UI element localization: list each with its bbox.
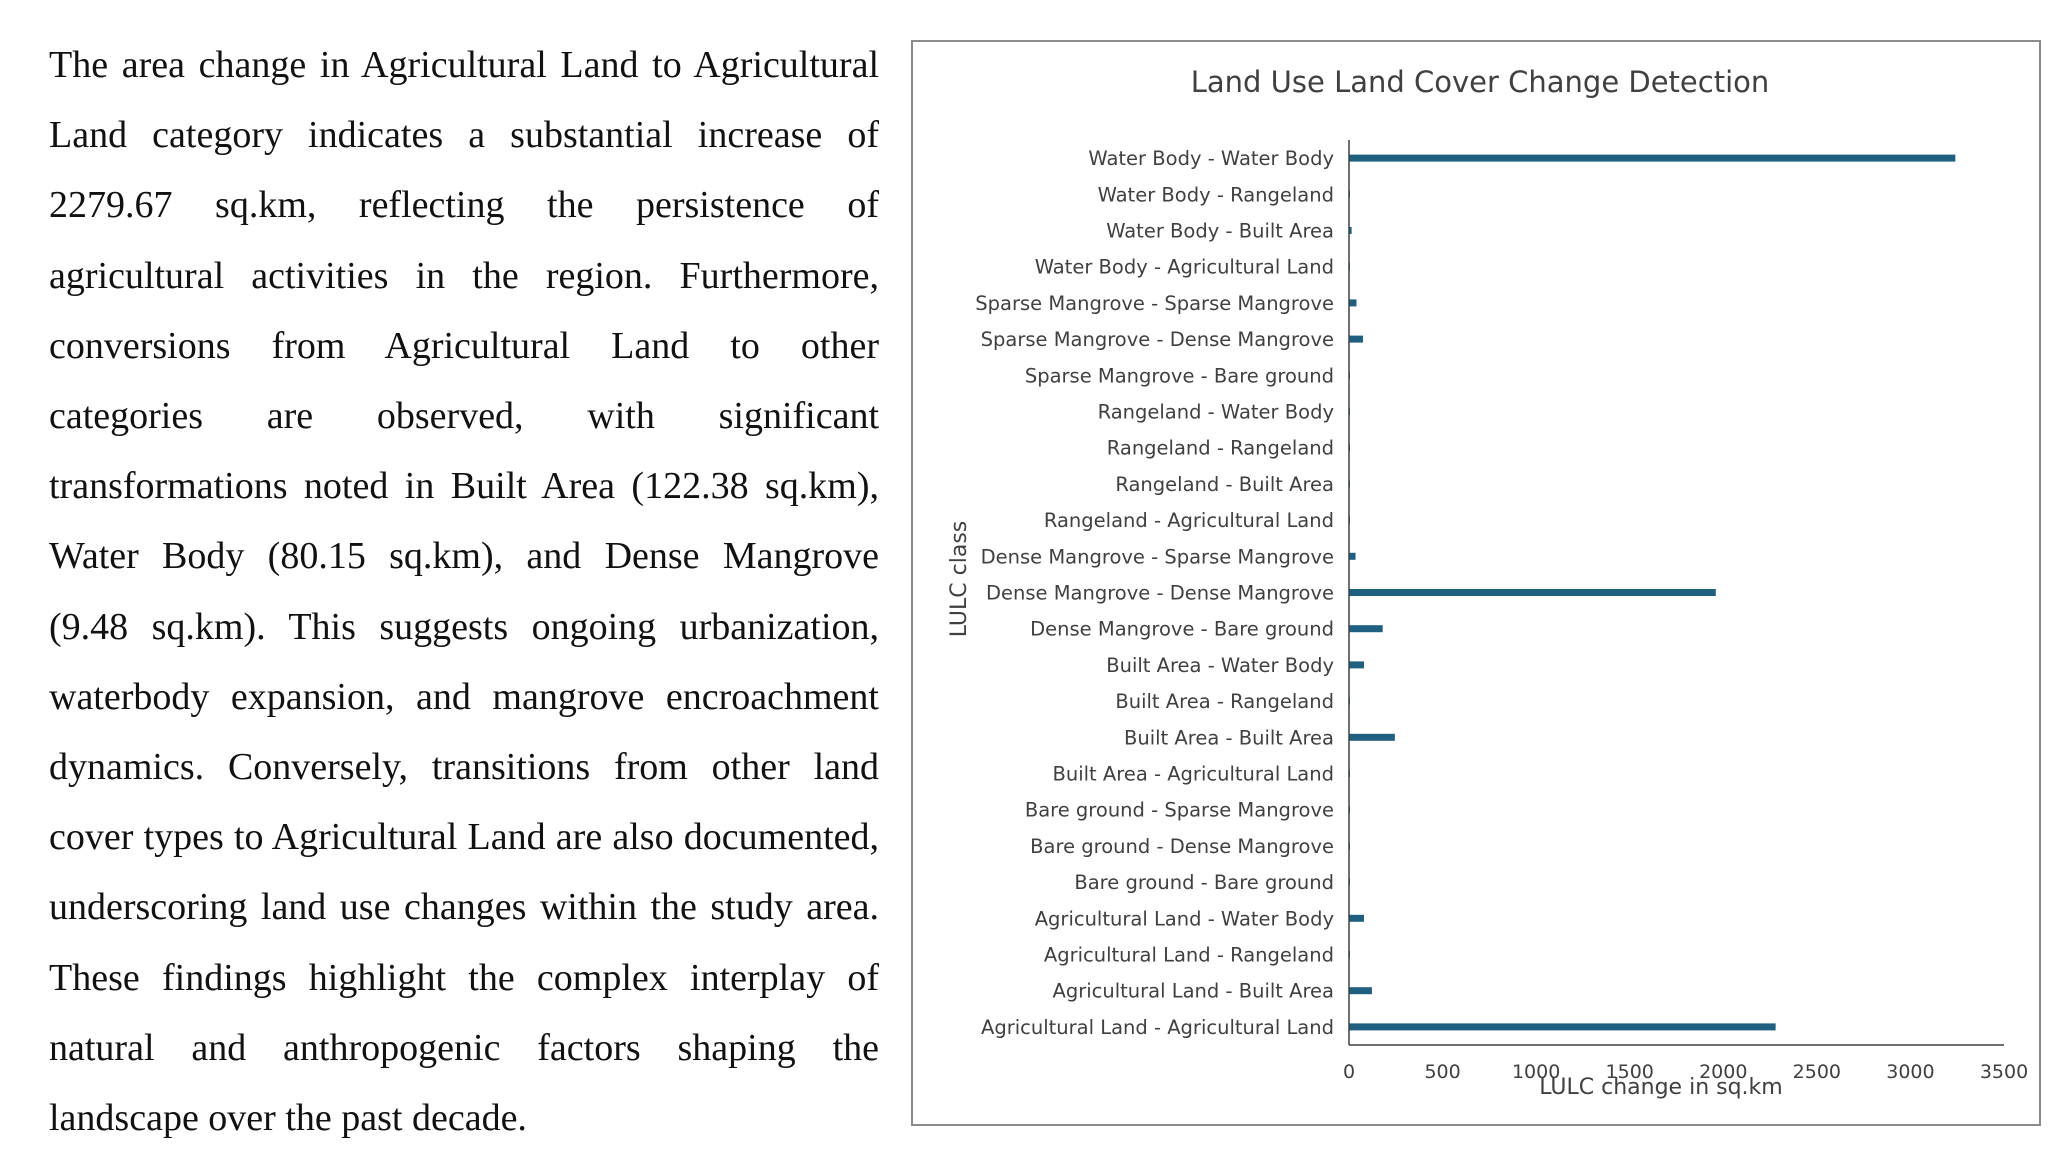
x-tick-label: 2000 <box>1699 1061 1747 1083</box>
bar <box>1349 299 1357 307</box>
category-labels: Water Body - Water Body Water Body - Rang… <box>975 147 1334 1039</box>
x-axis-title: LULC change in sq.km <box>1539 1075 1782 1100</box>
bar <box>1349 154 1956 162</box>
category-label: Bare ground - Bare ground <box>1074 871 1334 894</box>
category-label: Agricultural Land - Rangeland <box>1044 944 1334 967</box>
category-label: Water Body - Rangeland <box>1098 183 1334 206</box>
x-tick-label: 2500 <box>1793 1061 1841 1083</box>
x-tick-label: 3500 <box>1980 1061 2028 1083</box>
bar <box>1349 552 1356 560</box>
category-label: Rangeland - Built Area <box>1115 473 1334 496</box>
category-label: Water Body - Built Area <box>1106 220 1334 243</box>
category-label: Sparse Mangrove - Sparse Mangrove <box>975 292 1334 315</box>
bar <box>1349 661 1364 669</box>
bar <box>1349 1023 1776 1031</box>
lulc-bar-chart: Land Use Land Cover Change Detection Wat… <box>947 65 2028 1100</box>
category-label: Built Area - Built Area <box>1124 726 1334 749</box>
category-label: Bare ground - Sparse Mangrove <box>1025 799 1334 822</box>
category-label: Dense Mangrove - Dense Mangrove <box>986 582 1334 605</box>
body-text: The area change in Agricultural Land to … <box>49 30 879 1153</box>
category-label: Rangeland - Rangeland <box>1107 437 1334 460</box>
x-tick-label: 0 <box>1343 1061 1355 1083</box>
x-tick-label: 1000 <box>1512 1061 1560 1083</box>
category-label: Sparse Mangrove - Dense Mangrove <box>981 328 1334 351</box>
category-label: Water Body - Water Body <box>1088 147 1334 170</box>
bar <box>1349 335 1364 343</box>
bar <box>1349 914 1364 922</box>
chart-panel: Land Use Land Cover Change Detection Wat… <box>911 40 2041 1126</box>
x-tick-label: 3000 <box>1886 1061 1934 1083</box>
category-label: Dense Mangrove - Sparse Mangrove <box>981 545 1334 568</box>
category-label: Agricultural Land - Built Area <box>1052 980 1334 1003</box>
category-label: Water Body - Agricultural Land <box>1035 256 1334 279</box>
body-paragraph: The area change in Agricultural Land to … <box>49 44 879 1140</box>
category-label: Bare ground - Dense Mangrove <box>1030 835 1334 858</box>
bar <box>1349 589 1716 596</box>
category-label: Agricultural Land - Water Body <box>1035 907 1334 930</box>
category-label: Built Area - Water Body <box>1106 654 1334 677</box>
category-label: Built Area - Rangeland <box>1115 690 1334 713</box>
y-axis-title: LULC class <box>947 521 972 638</box>
bar <box>1349 227 1352 234</box>
bar <box>1349 733 1395 741</box>
bar <box>1349 987 1372 995</box>
category-label: Rangeland - Water Body <box>1098 401 1334 424</box>
category-label: Dense Mangrove - Bare ground <box>1030 618 1334 641</box>
category-label: Agricultural Land - Agricultural Land <box>981 1016 1334 1039</box>
category-label: Sparse Mangrove - Bare ground <box>1025 364 1334 387</box>
chart-title: Land Use Land Cover Change Detection <box>1191 65 1770 99</box>
bars <box>1349 154 1956 1031</box>
x-tick-label: 500 <box>1424 1061 1460 1083</box>
category-label: Built Area - Agricultural Land <box>1052 763 1334 786</box>
x-tick-label: 1500 <box>1606 1061 1654 1083</box>
x-tick-labels: 0 500 1000 1500 2000 2500 3000 3500 <box>1343 1061 2028 1083</box>
category-label: Rangeland - Agricultural Land <box>1044 509 1334 532</box>
bar <box>1349 625 1383 633</box>
